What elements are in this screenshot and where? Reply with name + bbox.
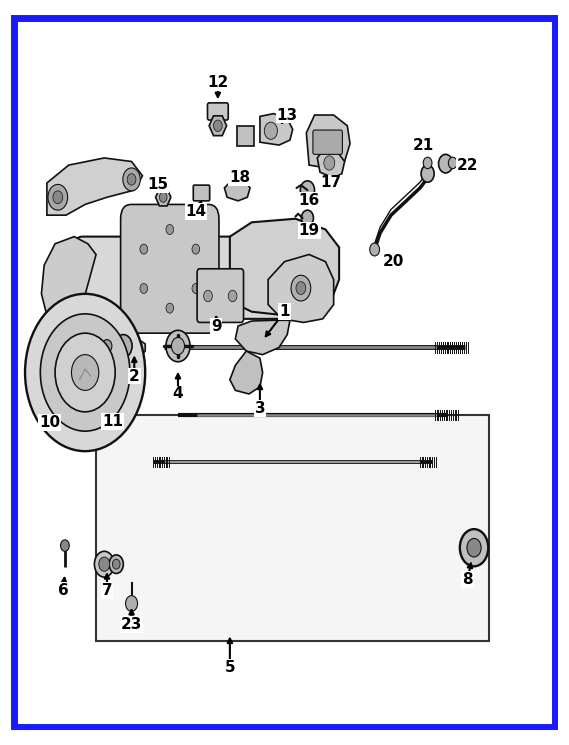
Circle shape — [94, 551, 114, 577]
FancyBboxPatch shape — [197, 269, 244, 323]
Circle shape — [166, 303, 174, 313]
Text: 9: 9 — [211, 319, 221, 334]
Text: 5: 5 — [225, 659, 235, 675]
Circle shape — [166, 224, 174, 235]
FancyBboxPatch shape — [237, 126, 254, 147]
FancyBboxPatch shape — [74, 237, 298, 319]
Circle shape — [126, 596, 138, 612]
Polygon shape — [260, 113, 292, 145]
Circle shape — [25, 294, 145, 451]
Circle shape — [460, 529, 488, 566]
Text: 4: 4 — [172, 387, 183, 402]
Circle shape — [159, 192, 167, 203]
Polygon shape — [230, 351, 263, 394]
Text: 10: 10 — [39, 415, 60, 430]
Circle shape — [439, 154, 453, 173]
FancyBboxPatch shape — [193, 185, 209, 201]
Text: 1: 1 — [279, 304, 290, 319]
Circle shape — [300, 181, 315, 200]
Text: 19: 19 — [299, 224, 320, 238]
Circle shape — [40, 314, 130, 431]
Circle shape — [296, 282, 306, 294]
Circle shape — [421, 165, 434, 183]
Polygon shape — [230, 219, 339, 315]
Circle shape — [53, 191, 63, 203]
Text: 18: 18 — [229, 171, 250, 186]
Text: 8: 8 — [462, 572, 473, 587]
Text: 12: 12 — [207, 75, 229, 90]
Polygon shape — [236, 320, 290, 355]
Circle shape — [109, 555, 123, 574]
Circle shape — [467, 539, 481, 557]
FancyBboxPatch shape — [121, 204, 219, 333]
Circle shape — [55, 333, 115, 412]
Polygon shape — [268, 255, 333, 323]
Polygon shape — [42, 237, 96, 323]
Text: 2: 2 — [129, 369, 139, 384]
Text: 20: 20 — [383, 254, 405, 269]
Circle shape — [370, 243, 380, 256]
Circle shape — [302, 210, 314, 226]
Polygon shape — [224, 180, 250, 201]
FancyBboxPatch shape — [208, 103, 228, 120]
Circle shape — [192, 283, 200, 294]
Polygon shape — [96, 416, 489, 641]
Circle shape — [324, 156, 335, 170]
Circle shape — [264, 122, 278, 139]
Circle shape — [204, 291, 212, 302]
Polygon shape — [306, 115, 350, 168]
Circle shape — [127, 174, 136, 185]
Text: 6: 6 — [58, 583, 69, 598]
Circle shape — [114, 335, 132, 358]
Circle shape — [60, 540, 69, 551]
Circle shape — [48, 185, 68, 210]
Polygon shape — [47, 158, 142, 215]
Circle shape — [423, 157, 432, 168]
Circle shape — [291, 275, 311, 301]
Circle shape — [448, 157, 457, 168]
Circle shape — [102, 340, 112, 352]
Circle shape — [72, 355, 99, 390]
Text: 15: 15 — [147, 177, 168, 192]
Circle shape — [171, 337, 184, 355]
Circle shape — [140, 244, 147, 254]
Text: 22: 22 — [457, 158, 478, 174]
Text: 11: 11 — [102, 413, 123, 428]
Text: 13: 13 — [277, 107, 298, 122]
Circle shape — [99, 557, 110, 571]
Circle shape — [213, 120, 222, 131]
Polygon shape — [101, 332, 145, 360]
Text: 16: 16 — [299, 193, 320, 208]
Polygon shape — [155, 188, 171, 206]
Text: 21: 21 — [413, 138, 434, 153]
Circle shape — [228, 291, 237, 302]
Text: 17: 17 — [320, 176, 341, 191]
Circle shape — [166, 330, 190, 362]
Circle shape — [123, 168, 141, 191]
Polygon shape — [209, 115, 226, 136]
Text: 7: 7 — [102, 583, 112, 598]
Text: 14: 14 — [185, 204, 207, 219]
Circle shape — [192, 244, 200, 254]
FancyBboxPatch shape — [313, 130, 343, 154]
Circle shape — [140, 283, 147, 294]
Text: 23: 23 — [121, 617, 142, 632]
Polygon shape — [318, 148, 345, 178]
Text: 3: 3 — [254, 401, 265, 416]
Circle shape — [113, 559, 120, 569]
